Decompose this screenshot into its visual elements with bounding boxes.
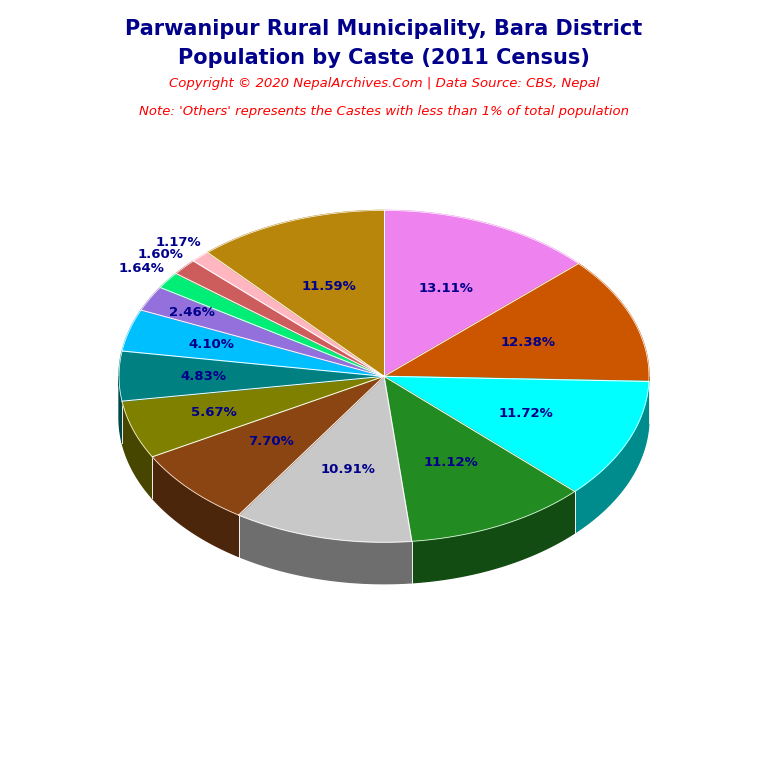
Text: 1.60%: 1.60% — [137, 247, 184, 260]
Polygon shape — [239, 376, 412, 542]
Text: 11.12%: 11.12% — [424, 456, 478, 469]
Text: 11.72%: 11.72% — [498, 407, 553, 420]
Text: 7.70%: 7.70% — [249, 435, 294, 449]
Text: 11.59%: 11.59% — [302, 280, 356, 293]
Polygon shape — [119, 351, 384, 401]
Text: Copyright © 2020 NepalArchives.Com | Data Source: CBS, Nepal: Copyright © 2020 NepalArchives.Com | Dat… — [169, 77, 599, 90]
Polygon shape — [384, 210, 578, 376]
Text: Population by Caste (2011 Census): Population by Caste (2011 Census) — [178, 48, 590, 68]
Polygon shape — [141, 287, 384, 376]
Polygon shape — [152, 376, 384, 515]
Text: 12.38%: 12.38% — [501, 336, 555, 349]
Text: 10.91%: 10.91% — [320, 463, 376, 476]
Text: 1.64%: 1.64% — [119, 263, 165, 276]
Polygon shape — [176, 261, 384, 376]
Polygon shape — [161, 273, 384, 376]
Polygon shape — [239, 515, 412, 584]
Text: 1.17%: 1.17% — [156, 236, 201, 249]
Polygon shape — [122, 376, 384, 457]
Polygon shape — [119, 376, 122, 442]
Polygon shape — [194, 253, 384, 376]
Polygon shape — [122, 310, 384, 376]
Text: Parwanipur Rural Municipality, Bara District: Parwanipur Rural Municipality, Bara Dist… — [125, 19, 643, 39]
Polygon shape — [574, 382, 649, 533]
Text: 5.67%: 5.67% — [190, 406, 237, 419]
Text: 4.83%: 4.83% — [180, 369, 227, 382]
Polygon shape — [152, 457, 239, 557]
Text: 13.11%: 13.11% — [418, 282, 473, 295]
Polygon shape — [412, 492, 574, 583]
Text: Note: 'Others' represents the Castes with less than 1% of total population: Note: 'Others' represents the Castes wit… — [139, 105, 629, 118]
Text: 2.46%: 2.46% — [169, 306, 215, 319]
Polygon shape — [384, 263, 649, 382]
Polygon shape — [384, 376, 574, 541]
Polygon shape — [122, 401, 152, 498]
Polygon shape — [207, 210, 384, 376]
Text: 4.10%: 4.10% — [188, 339, 234, 352]
Polygon shape — [384, 376, 649, 492]
